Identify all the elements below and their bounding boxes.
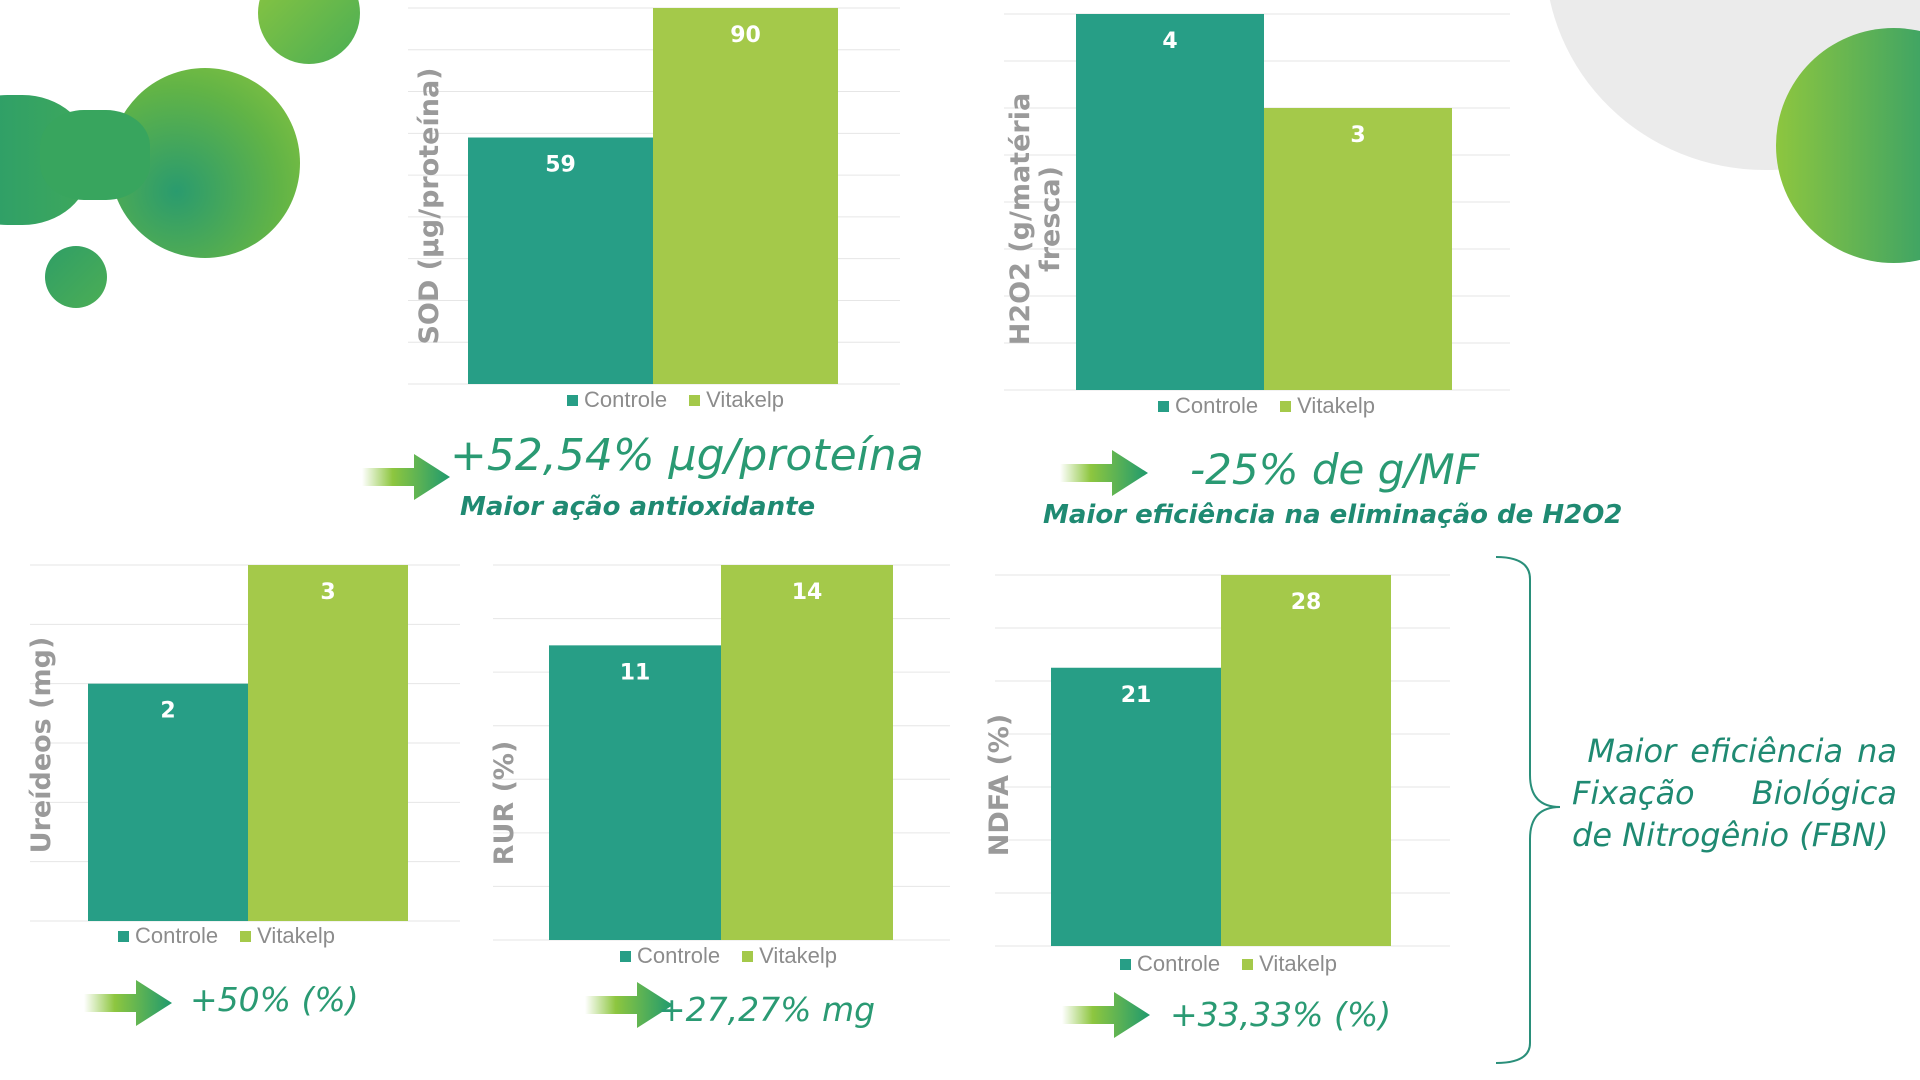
sod-highlight-caption: Maior ação antioxidante (460, 492, 816, 522)
data-label: 28 (1291, 590, 1322, 615)
arrow-right-icon (585, 982, 673, 1028)
chart-ureides-plot: 23 (30, 564, 460, 922)
legend-swatch-vitakelp (742, 950, 754, 962)
fbn-word: Biológica (1751, 774, 1897, 812)
chart-h2o2-legend: Controle Vitakelp (1158, 393, 1375, 419)
chart-rur-ylabel: RUR (%) (489, 740, 520, 866)
legend-swatch-vitakelp (240, 930, 252, 942)
fbn-word: Fixação (1572, 774, 1695, 812)
legend-label-controle: Controle (1175, 393, 1259, 418)
bar-controle (88, 683, 248, 921)
bar-controle (468, 137, 653, 384)
fbn-word: Maior (1587, 732, 1677, 770)
arrow-right-icon (1062, 992, 1150, 1038)
chart-sod: 59 90 SOD (µg/proteína) Controle Vitakelp (400, 7, 910, 428)
bar-vitakelp (721, 565, 893, 940)
legend-swatch-controle (1158, 400, 1169, 412)
bar-vitakelp (653, 8, 838, 384)
decor-circle-small (45, 246, 107, 308)
legend-label-controle: Controle (637, 943, 721, 968)
chart-rur: 11 14 RUR (%) Controle Vitakelp (485, 564, 955, 975)
data-label: 2 (160, 699, 175, 724)
fbn-word: eficiência (1690, 732, 1844, 770)
data-label: 4 (1162, 29, 1177, 54)
bar-controle (1076, 14, 1264, 390)
fbn-word: na (1857, 732, 1897, 770)
legend-swatch-vitakelp (1242, 958, 1254, 970)
data-label: 3 (1350, 123, 1365, 148)
legend-swatch-controle (118, 930, 129, 942)
chart-sod-legend: Controle Vitakelp (567, 387, 784, 413)
chart-ureides-ylabel: Ureídeos (mg) (26, 636, 57, 854)
ndfa-highlight-value: +33,33% (%) (1170, 995, 1392, 1034)
h2o2-highlight-caption: Maior eficiência na eliminação de H2O2 (1043, 500, 1623, 530)
legend-swatch-controle (620, 950, 631, 962)
legend-swatch-vitakelp (689, 394, 701, 406)
bar-controle (1051, 667, 1221, 946)
curly-brace (1495, 556, 1560, 1064)
ureides-highlight-value: +50% (%) (190, 980, 359, 1019)
chart-ndfa: 21 28 NDFA (%) Controle Vitakelp (980, 565, 1460, 985)
data-label: 59 (545, 153, 576, 178)
legend-label-vitakelp: Vitakelp (1259, 951, 1338, 976)
arrow-right-icon (1060, 450, 1148, 496)
fbn-line: de Nitrogênio (FBN) (1572, 816, 1889, 854)
chart-rur-legend: Controle Vitakelp (620, 943, 837, 969)
sod-highlight-value: +52,54% µg/proteína (450, 430, 924, 481)
legend-label-vitakelp: Vitakelp (706, 387, 785, 412)
bar-vitakelp (1221, 575, 1391, 946)
legend-label-vitakelp: Vitakelp (257, 923, 336, 948)
decor-bridge (40, 110, 150, 200)
legend-swatch-vitakelp (1280, 400, 1292, 412)
legend-label-controle: Controle (1137, 951, 1221, 976)
arrow-right-icon (84, 980, 172, 1026)
legend-swatch-controle (567, 394, 578, 406)
bar-controle (549, 645, 721, 940)
legend-label-controle: Controle (584, 387, 668, 412)
chart-ndfa-ylabel: NDFA (%) (984, 713, 1015, 857)
legend-label-vitakelp: Vitakelp (759, 943, 838, 968)
legend-swatch-controle (1120, 958, 1131, 970)
chart-sod-plot: 59 90 (408, 7, 900, 385)
data-label: 90 (730, 23, 761, 48)
legend-label-controle: Controle (135, 923, 219, 948)
arrow-right-icon (362, 454, 450, 500)
chart-h2o2-ylabel: H2O2 (g/matéria fresca) (1005, 92, 1066, 346)
chart-ndfa-legend: Controle Vitakelp (1120, 951, 1337, 977)
chart-sod-ylabel: SOD (µg/proteína) (414, 67, 445, 345)
bar-vitakelp (248, 565, 408, 921)
legend-label-vitakelp: Vitakelp (1297, 393, 1376, 418)
data-label: 21 (1121, 683, 1152, 708)
chart-h2o2-plot: 43 (1004, 13, 1510, 391)
data-label: 11 (620, 660, 651, 685)
data-label: 3 (320, 580, 335, 605)
bar-vitakelp (1264, 108, 1452, 390)
chart-ndfa-plot: 21 28 (995, 574, 1450, 947)
data-label: 14 (792, 580, 823, 605)
chart-rur-plot: 11 14 (493, 564, 950, 941)
rur-highlight-value: +27,27% mg (658, 990, 876, 1029)
fbn-note: Maior eficiência na Fixação Biológica de Ni… (1572, 730, 1897, 856)
h2o2-highlight-value: -25% de g/MF (1190, 445, 1479, 494)
chart-ureides-legend: Controle Vitakelp (118, 923, 335, 949)
decor-circle-top (258, 0, 360, 64)
